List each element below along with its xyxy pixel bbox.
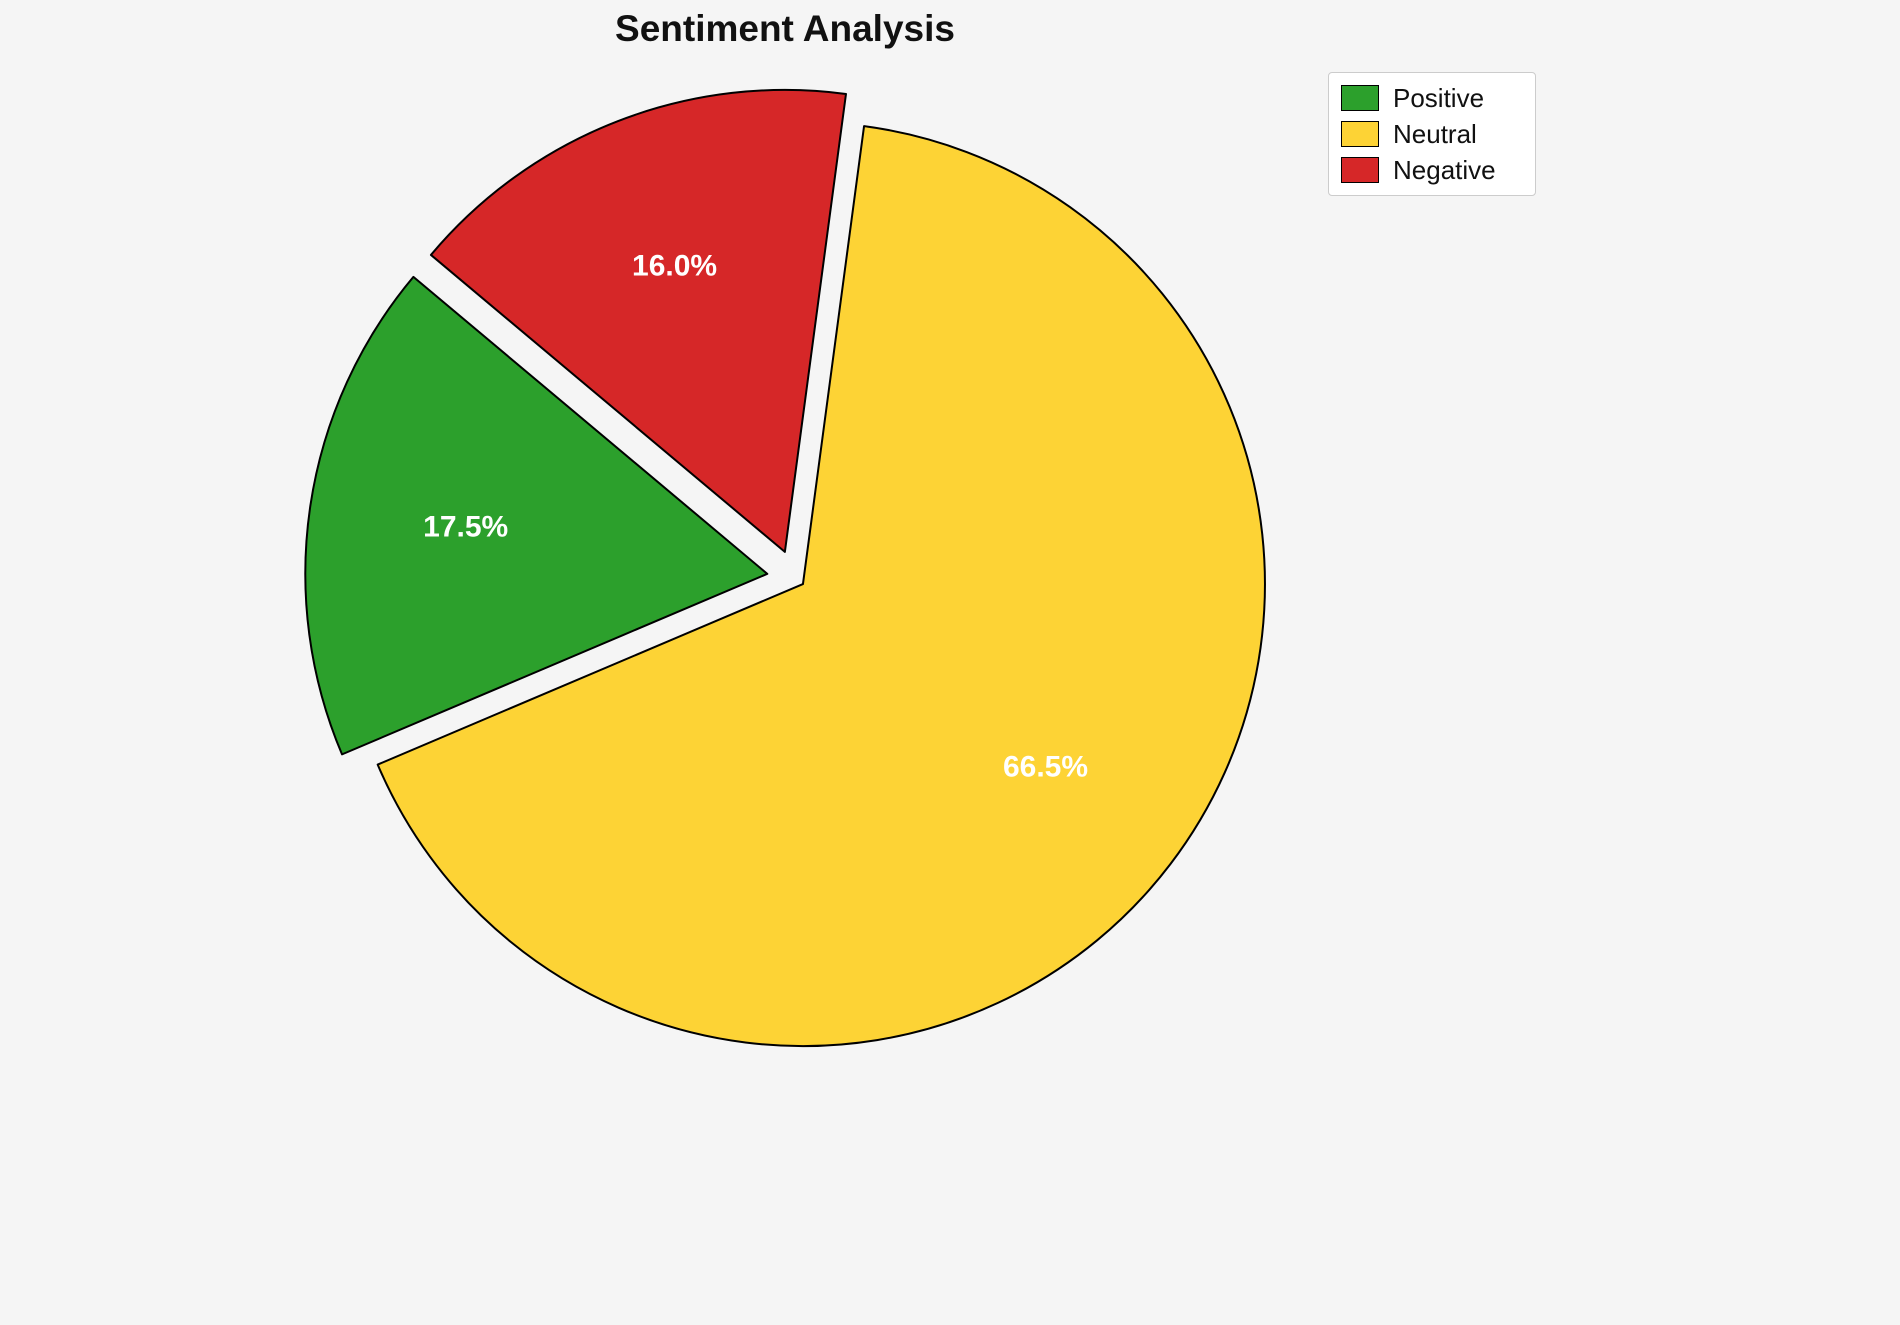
- legend-swatch-positive: [1341, 85, 1379, 111]
- pct-label-negative: 16.0%: [632, 250, 717, 283]
- chart-title: Sentiment Analysis: [615, 8, 955, 49]
- legend-swatch-neutral: [1341, 121, 1379, 147]
- legend-item-positive: Positive: [1341, 85, 1519, 111]
- pie-slice-positive: [304, 275, 769, 756]
- pct-label-positive: 17.5%: [423, 511, 508, 544]
- legend-label-positive: Positive: [1393, 83, 1485, 113]
- pct-label-neutral: 66.5%: [1003, 751, 1088, 784]
- legend-swatch-negative: [1341, 157, 1379, 183]
- legend-label-negative: Negative: [1393, 155, 1496, 185]
- legend-label-neutral: Neutral: [1393, 119, 1477, 149]
- pie-slice-neutral: [376, 125, 1266, 1048]
- legend-item-negative: Negative: [1341, 157, 1519, 183]
- pie-slice-negative: [429, 88, 847, 553]
- legend: Positive Neutral Negative: [1328, 72, 1536, 196]
- legend-item-neutral: Neutral: [1341, 121, 1519, 147]
